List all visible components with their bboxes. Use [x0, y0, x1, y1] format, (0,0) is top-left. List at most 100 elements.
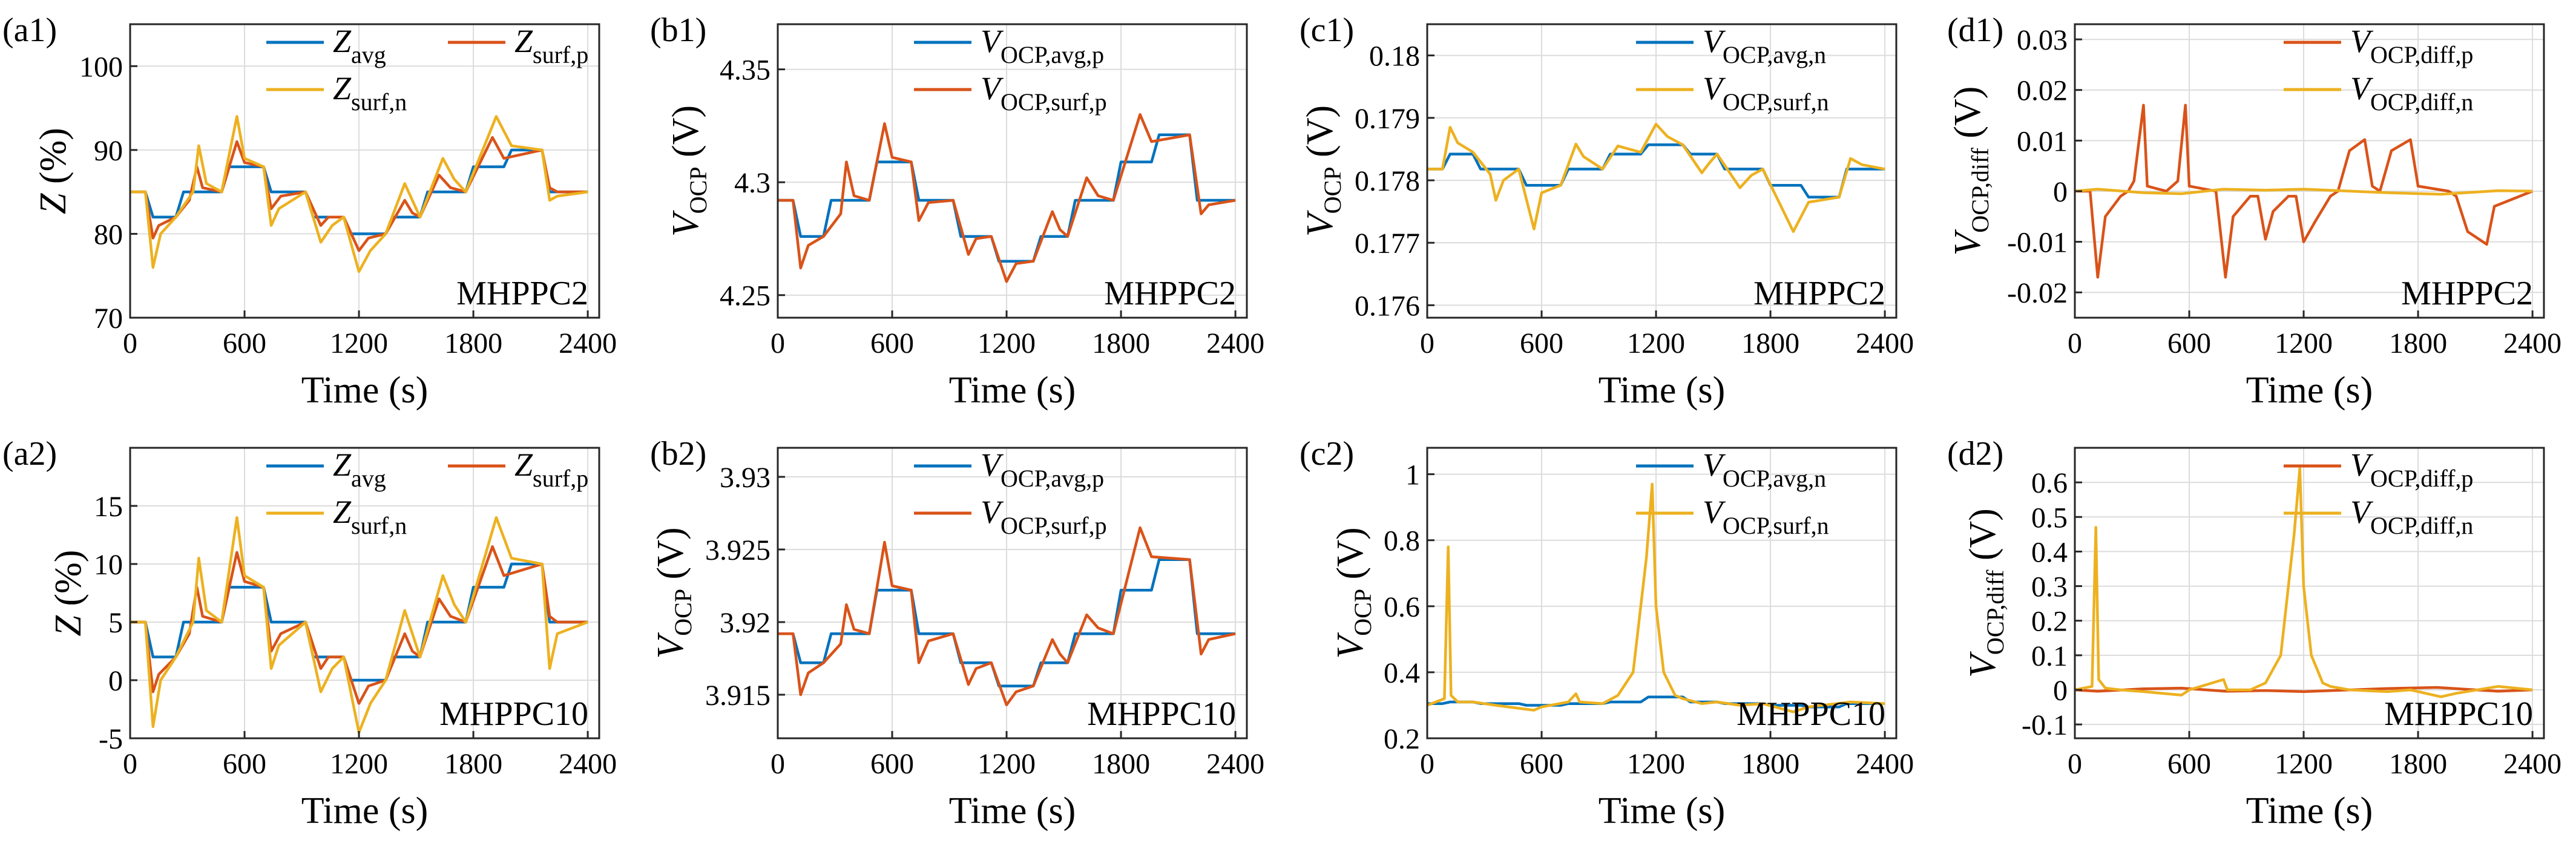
- legend-label: Zsurf,n: [333, 494, 407, 539]
- y-tick-label: 0.178: [1355, 165, 1420, 197]
- legend-label: VOCP,diff,n: [2350, 70, 2473, 116]
- x-tick-label: 2400: [559, 327, 617, 359]
- series-line-OCP-diff-p: [2075, 103, 2533, 279]
- x-tick-label: 2400: [2503, 327, 2561, 359]
- x-tick-label: 600: [1520, 748, 1563, 780]
- y-tick-label: 0.01: [2017, 125, 2068, 157]
- y-tick-label: 0.4: [1384, 657, 1420, 689]
- panel-label: (d2): [1947, 435, 2003, 473]
- series-line-surf-p: [130, 136, 588, 252]
- y-axis-label: Z (%): [33, 128, 74, 214]
- x-tick-label: 0: [123, 327, 137, 359]
- y-tick-label: 3.92: [720, 607, 770, 639]
- y-tick-label: 0: [2053, 675, 2068, 707]
- y-tick-label: 0.2: [1384, 723, 1420, 755]
- axes-frame: [777, 23, 1248, 319]
- legend-label: VOCP,diff,p: [2350, 447, 2473, 492]
- y-tick-label: 4.35: [720, 54, 770, 87]
- y-tick-label: 0.177: [1355, 228, 1420, 260]
- x-tick-label: 1800: [444, 748, 502, 780]
- axes-frame: [129, 23, 600, 319]
- x-axis-label: Time (s): [949, 790, 1076, 831]
- y-tick-label: 0.4: [2031, 536, 2068, 568]
- y-tick-label: 100: [79, 51, 123, 83]
- axes-frame: [1426, 447, 1898, 739]
- axes-frame: [2074, 23, 2545, 319]
- x-tick-label: 1800: [1741, 748, 1799, 780]
- y-tick-label: 3.915: [705, 680, 770, 712]
- legend-label: VOCP,surf,p: [981, 70, 1107, 116]
- x-tick-label: 1800: [1741, 327, 1799, 359]
- y-axis-label: VOCP (V): [1300, 105, 1346, 237]
- y-tick-label: -0.01: [2007, 227, 2068, 259]
- x-tick-label: 1800: [2389, 327, 2447, 359]
- y-tick-label: 15: [94, 491, 123, 523]
- y-tick-label: 0.03: [2017, 24, 2068, 56]
- y-tick-label: 0: [2053, 176, 2068, 208]
- plot-area: [130, 448, 599, 738]
- x-tick-label: 600: [2167, 748, 2211, 780]
- legend-label: VOCP,surf,n: [1703, 494, 1829, 539]
- x-tick-label: 1200: [978, 327, 1036, 359]
- x-tick-label: 1800: [444, 327, 502, 359]
- y-tick-label: 0.1: [2031, 640, 2068, 672]
- y-tick-label: 5: [108, 607, 123, 639]
- x-tick-label: 600: [223, 748, 266, 780]
- legend: Zavg Zsurf,p Zsurf,n: [266, 23, 588, 116]
- x-tick-label: 0: [770, 327, 785, 359]
- panel-label: (c1): [1300, 11, 1354, 49]
- y-tick-label: 1: [1405, 459, 1420, 491]
- x-tick-label: 1200: [330, 748, 388, 780]
- y-tick-label: 0.176: [1355, 290, 1420, 322]
- x-tick-label: 1800: [1092, 327, 1150, 359]
- plot-area: [2075, 448, 2544, 738]
- legend-label: VOCP,avg,p: [981, 447, 1104, 492]
- panel-label: (a1): [2, 11, 57, 49]
- x-tick-label: 1200: [978, 748, 1036, 780]
- panel-d1: 0 600 1200 1800 2400 -0.02 -0.01 0 0.01 0.02 0.03 T…: [1947, 11, 2561, 411]
- x-tick-label: 1200: [1627, 327, 1685, 359]
- y-tick-label: 0.02: [2017, 75, 2068, 107]
- y-tick-label: 4.25: [720, 280, 770, 312]
- x-tick-label: 0: [2068, 327, 2082, 359]
- y-tick-label: 0.6: [2031, 467, 2068, 499]
- legend-label: VOCP,avg,n: [1703, 447, 1826, 492]
- x-tick-label: 2400: [559, 748, 617, 780]
- series-line-surf-n: [130, 115, 588, 274]
- x-tick-label: 2400: [1206, 327, 1264, 359]
- plot-area: [2075, 24, 2544, 318]
- legend: Zavg Zsurf,p Zsurf,n: [266, 447, 588, 539]
- plot-area: [778, 448, 1247, 738]
- x-tick-label: 0: [1420, 327, 1434, 359]
- case-annotation: MHPPC10: [1736, 695, 1885, 733]
- x-tick-label: 2400: [1856, 327, 1914, 359]
- case-annotation: MHPPC2: [2401, 275, 2533, 312]
- panel-label: (b2): [650, 435, 706, 473]
- series-line-OCP-surf-n: [1427, 122, 1885, 233]
- panel-c1: 0 600 1200 1800 2400 0.176 0.177 0.178 0.179 0.18…: [1300, 11, 1914, 411]
- legend-label: Zsurf,p: [514, 447, 588, 492]
- plot-area: [1427, 24, 1896, 318]
- x-tick-label: 0: [770, 748, 785, 780]
- panel-label: (d1): [1947, 11, 2003, 49]
- legend-label: VOCP,surf,p: [981, 494, 1107, 539]
- x-tick-label: 0: [1420, 748, 1434, 780]
- x-tick-label: 2400: [1206, 748, 1264, 780]
- y-tick-label: 0.6: [1384, 591, 1420, 623]
- series-line-OCP-avg-n: [1427, 143, 1885, 199]
- x-axis-label: Time (s): [949, 370, 1076, 411]
- legend-label: VOCP,avg,p: [981, 23, 1104, 68]
- case-annotation: MHPPC10: [2384, 695, 2533, 733]
- x-axis-label: Time (s): [1598, 370, 1726, 411]
- x-tick-label: 0: [123, 748, 137, 780]
- y-tick-label: 3.93: [720, 462, 770, 494]
- x-axis-label: Time (s): [2246, 370, 2373, 411]
- y-axis-label: VOCP,diff (V): [1962, 508, 2009, 678]
- x-tick-label: 1200: [330, 327, 388, 359]
- legend-label: Zsurf,p: [514, 23, 588, 68]
- x-axis-label: Time (s): [301, 790, 429, 831]
